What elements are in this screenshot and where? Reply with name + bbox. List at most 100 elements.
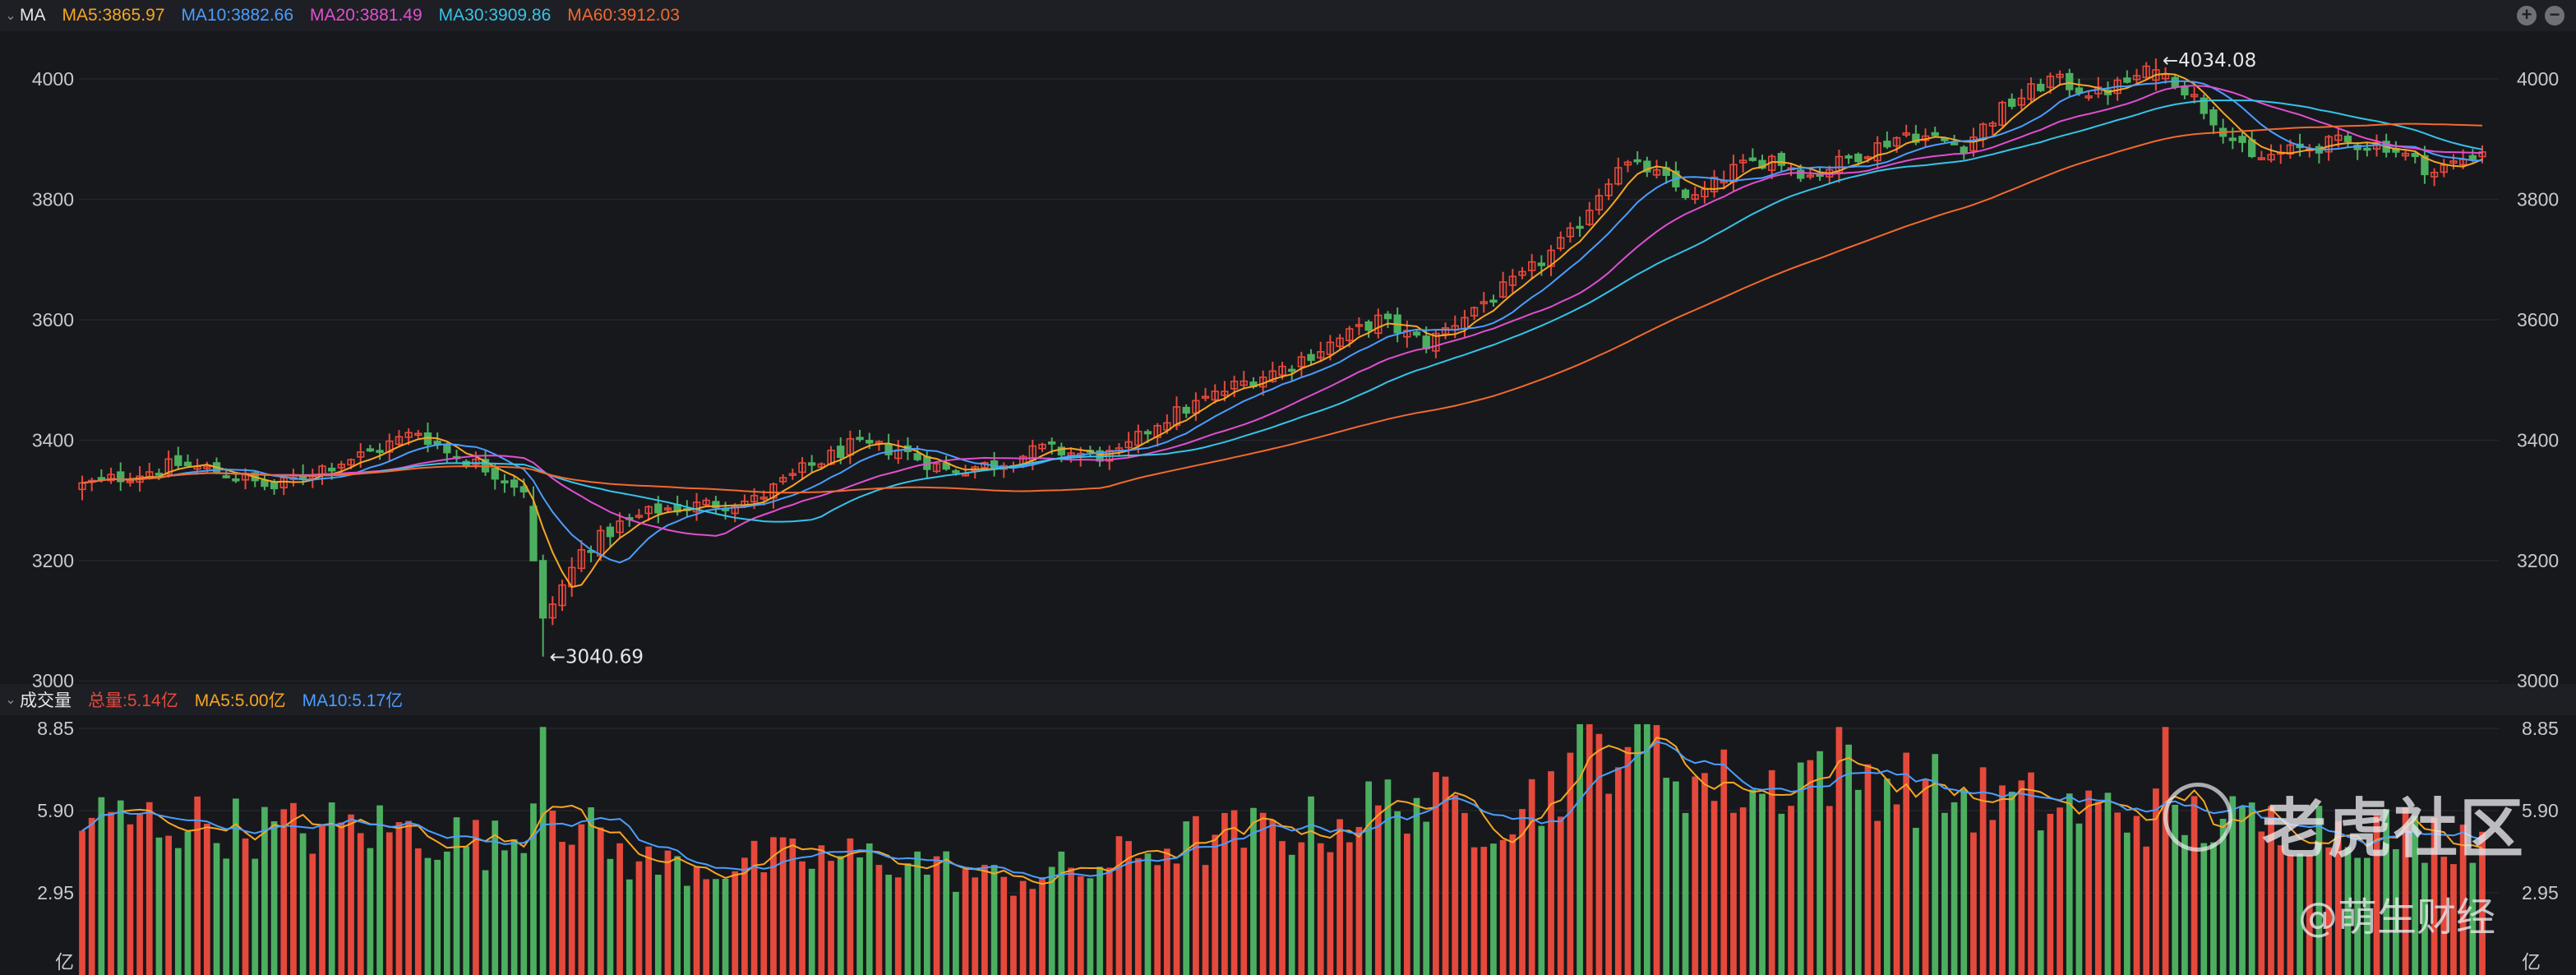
volume-bar <box>453 817 460 975</box>
candle-body <box>856 437 864 441</box>
volume-bar <box>1845 744 1852 975</box>
volume-bar <box>578 824 585 975</box>
candle-body <box>222 475 230 478</box>
volume-bar <box>1096 866 1103 975</box>
price-tick-label: 3600 <box>2517 309 2559 330</box>
volume-bar <box>2057 807 2063 975</box>
candle-body <box>952 470 960 474</box>
volume-bar <box>703 879 710 975</box>
volume-bar <box>1240 848 1248 975</box>
candle-body <box>1134 431 1143 446</box>
volume-bar <box>1807 760 1814 975</box>
candle-body <box>1604 183 1613 196</box>
volume-bar <box>2066 793 2073 975</box>
volume-bar <box>1739 807 1747 975</box>
volume-bar <box>828 861 834 975</box>
candle-body <box>1172 406 1181 427</box>
candle-body <box>884 444 893 455</box>
volume-bar <box>674 856 681 975</box>
volume-bar <box>1394 811 1401 975</box>
legend-ma10: MA10:3882.66 <box>181 6 294 25</box>
candle-body <box>1489 299 1498 303</box>
candle-body <box>1902 132 1910 136</box>
volume-bar <box>2393 848 2399 975</box>
volume-bar <box>1720 749 1728 975</box>
price-tick-label: 4000 <box>32 68 74 90</box>
candle-body <box>788 473 796 477</box>
volume-bar <box>1577 723 1583 975</box>
volume-bar <box>2008 792 2015 975</box>
volume-bar <box>1403 834 1410 975</box>
volume-bar <box>1989 820 1997 975</box>
volume-bar <box>2334 821 2342 975</box>
price-tick-label: 3400 <box>32 430 74 451</box>
legend-ma60: MA60:3912.03 <box>567 6 680 25</box>
volume-bar <box>1528 779 1535 975</box>
candle-body <box>232 478 240 482</box>
price-legend: ⌄ MA MA5:3865.97 MA10:3882.66 MA20:3881.… <box>0 0 2576 31</box>
volume-bar <box>290 802 297 975</box>
candle-body <box>1441 327 1450 335</box>
volume-unit-label: 亿 <box>55 952 74 973</box>
volume-bar <box>1259 812 1267 975</box>
volume-bar <box>165 835 172 975</box>
candle-body <box>1652 169 1661 176</box>
candle-body <box>1816 173 1824 178</box>
volume-bar <box>1202 865 1209 975</box>
candle-body <box>1863 156 1872 159</box>
candle-body <box>1988 122 1997 127</box>
volume-bar <box>405 820 412 975</box>
candle-body <box>2363 147 2371 151</box>
volume-bar <box>309 853 316 975</box>
volume-bar <box>1643 723 1650 975</box>
volume-bar <box>2268 806 2274 975</box>
candle-body <box>529 506 538 561</box>
candle-body <box>1067 452 1075 456</box>
candle-body <box>1710 176 1719 193</box>
volume-bar <box>654 874 662 975</box>
volume-bar <box>2239 806 2246 975</box>
candle-body <box>2411 153 2419 157</box>
candle-body <box>174 455 182 466</box>
candle-body <box>759 497 768 500</box>
candle-body <box>357 451 365 458</box>
volume-bar <box>1163 848 1170 975</box>
candle-body <box>472 458 480 465</box>
volume-bar <box>1922 779 1929 975</box>
volume-bar <box>194 796 201 975</box>
volume-tick-label: 2.95 <box>37 882 74 903</box>
zoom-out-icon[interactable]: − <box>2545 6 2564 25</box>
volume-bar <box>2028 772 2034 975</box>
legend-ma20: MA20:3881.49 <box>310 6 422 25</box>
chevron-down-icon[interactable]: ⌄ <box>5 9 16 23</box>
candle-body <box>616 520 624 534</box>
volume-tick-label: 2.95 <box>2522 882 2559 903</box>
chevron-down-icon[interactable]: ⌄ <box>5 693 16 707</box>
candle-body <box>501 480 509 483</box>
volume-bar <box>866 843 873 975</box>
candle-body <box>1288 368 1296 372</box>
volume-bar <box>2123 832 2131 975</box>
candle-body <box>2066 72 2074 90</box>
candle-body <box>1346 328 1354 342</box>
candle-body <box>1364 321 1373 331</box>
volume-bar <box>1663 778 1670 975</box>
zoom-in-icon[interactable]: + <box>2517 6 2537 25</box>
volume-bar <box>2085 790 2092 975</box>
volume-bar <box>1999 785 2006 975</box>
volume-bar <box>875 865 883 975</box>
volume-tick-label: 8.85 <box>2522 718 2559 739</box>
ma10-line <box>81 80 2482 564</box>
volume-bar <box>1384 779 1392 975</box>
price-tick-label: 3000 <box>32 670 74 691</box>
volume-bar <box>2248 802 2255 975</box>
candle-body <box>1623 161 1632 166</box>
price-panel-bg <box>0 31 2576 684</box>
volume-bar <box>559 842 566 975</box>
watermark-logo <box>2163 783 2232 852</box>
volume-bar <box>1519 809 1526 975</box>
volume-bar <box>1288 854 1295 975</box>
watermark-author: @萌生财经 <box>2298 894 2496 940</box>
volume-bar <box>2133 816 2140 975</box>
